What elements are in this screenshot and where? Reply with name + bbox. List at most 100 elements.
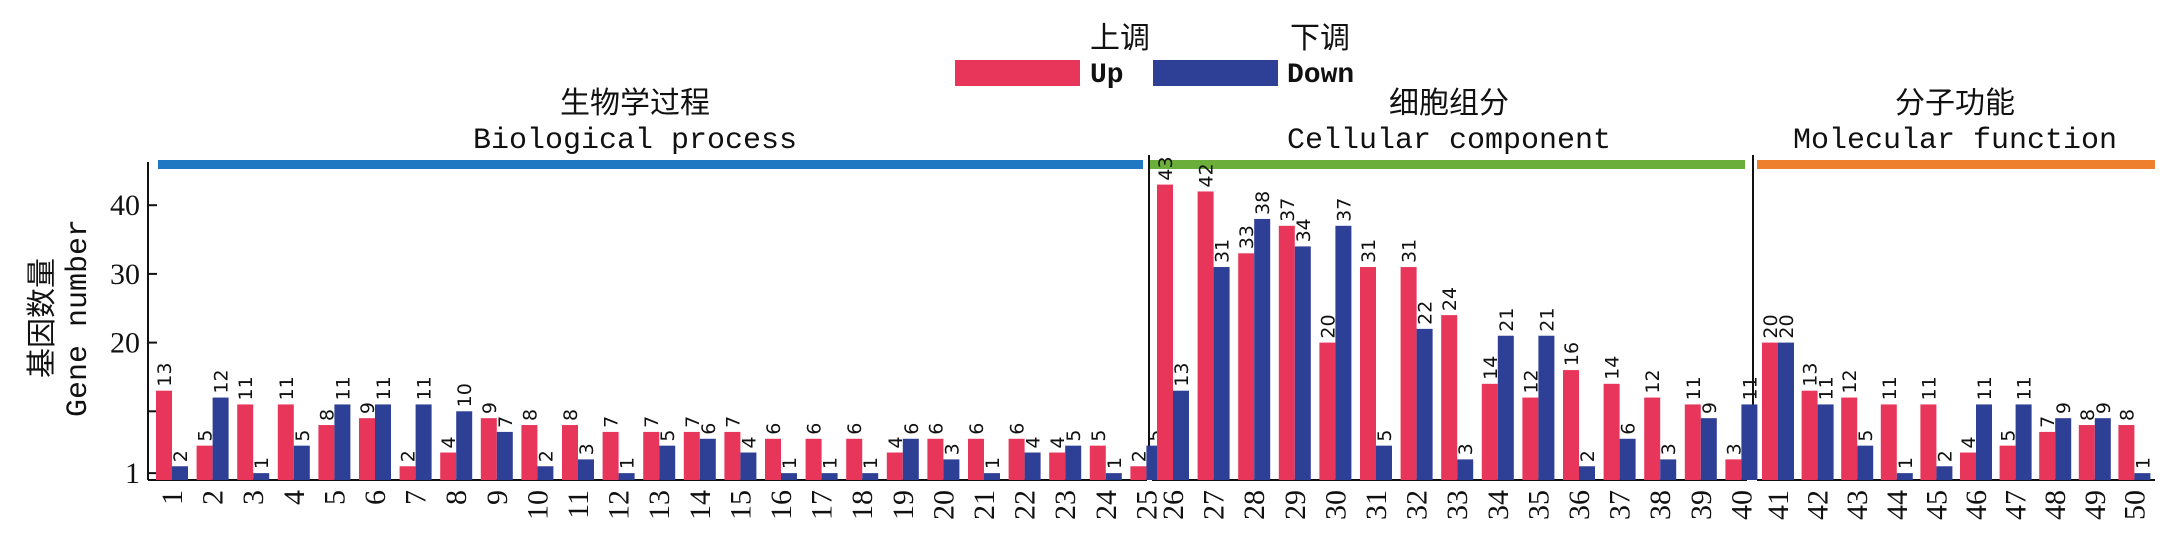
value-label-down-40: 11 xyxy=(1739,376,1761,400)
value-label-down-18: 1 xyxy=(860,457,882,469)
bar-down-47 xyxy=(2015,404,2032,480)
value-label-up-23: 4 xyxy=(1047,436,1069,448)
x-tick-label-13: 13 xyxy=(643,490,676,520)
value-label-up-20: 6 xyxy=(925,423,947,435)
bar-down-15 xyxy=(740,452,757,480)
bar-up-35 xyxy=(1522,397,1539,480)
bar-down-29 xyxy=(1294,246,1311,480)
bar-up-46 xyxy=(1960,452,1976,480)
bar-up-32 xyxy=(1400,267,1417,480)
value-label-up-32: 31 xyxy=(1399,239,1421,263)
value-label-up-38: 12 xyxy=(1642,369,1664,393)
value-label-down-49: 9 xyxy=(2093,402,2115,414)
value-label-down-19: 6 xyxy=(901,423,923,435)
value-label-down-47: 11 xyxy=(2014,376,2036,400)
group-title-en-2: Cellular component xyxy=(1287,124,1611,158)
bar-down-39 xyxy=(1700,418,1717,480)
x-tick-label-14: 14 xyxy=(684,490,717,520)
x-tick-label-35: 35 xyxy=(1522,490,1555,520)
value-label-up-41: 20 xyxy=(1760,314,1782,338)
value-label-down-44: 1 xyxy=(1895,457,1917,469)
bar-up-11 xyxy=(562,425,578,480)
bar-down-46 xyxy=(1976,404,1992,480)
bar-up-27 xyxy=(1197,191,1214,480)
bar-up-6 xyxy=(359,418,375,480)
bar-down-2 xyxy=(212,397,229,480)
value-label-up-1: 13 xyxy=(154,363,176,387)
bar-down-11 xyxy=(578,459,594,480)
x-tick-label-12: 12 xyxy=(603,490,636,520)
x-tick-label-22: 22 xyxy=(1009,490,1042,520)
value-label-up-30: 20 xyxy=(1317,314,1339,338)
bar-down-24 xyxy=(1105,473,1122,480)
value-label-down-1: 2 xyxy=(170,450,192,462)
value-label-down-39: 9 xyxy=(1699,402,1721,414)
bar-up-26 xyxy=(1157,184,1173,480)
x-tick-label-46: 46 xyxy=(1960,490,1993,520)
bar-up-15 xyxy=(724,431,741,480)
bar-up-44 xyxy=(1880,404,1897,480)
x-tick-label-49: 49 xyxy=(2079,490,2112,520)
y-axis-title: 基因数量 Gene number xyxy=(25,219,96,417)
value-label-up-22: 6 xyxy=(1007,423,1029,435)
x-tick-label-47: 47 xyxy=(2000,490,2033,520)
value-label-up-36: 16 xyxy=(1561,342,1583,366)
bar-down-30 xyxy=(1335,225,1352,480)
value-label-down-34: 21 xyxy=(1496,308,1518,332)
bar-up-48 xyxy=(2039,431,2056,480)
bar-down-22 xyxy=(1024,452,1041,480)
y-tick-label-5: 40 xyxy=(110,189,140,222)
value-label-down-4: 5 xyxy=(292,430,314,442)
x-tick-label-2: 2 xyxy=(197,490,230,505)
x-tick-label-40: 40 xyxy=(1725,490,1758,520)
value-label-down-29: 34 xyxy=(1293,218,1315,242)
group-band-3 xyxy=(1757,160,2155,169)
value-label-up-37: 14 xyxy=(1602,356,1624,380)
bar-up-14 xyxy=(683,431,700,480)
value-label-up-24: 5 xyxy=(1088,430,1110,442)
value-label-up-34: 14 xyxy=(1480,356,1502,380)
x-tick-label-39: 39 xyxy=(1685,490,1718,520)
bar-down-5 xyxy=(334,404,351,480)
value-label-up-5: 8 xyxy=(316,409,338,421)
x-tick-label-43: 43 xyxy=(1841,490,1874,520)
bar-up-2 xyxy=(196,445,213,480)
x-tick-label-31: 31 xyxy=(1360,490,1393,520)
bar-down-42 xyxy=(1817,404,1834,480)
bar-down-45 xyxy=(1936,466,1953,480)
value-label-up-15: 7 xyxy=(722,416,744,428)
x-tick-label-7: 7 xyxy=(400,490,433,505)
legend-up-swatch xyxy=(955,60,1080,86)
value-label-up-27: 42 xyxy=(1196,163,1218,187)
value-label-up-9: 9 xyxy=(479,402,501,414)
bar-down-12 xyxy=(618,473,635,480)
legend: 上调 Up 下调 Down xyxy=(955,21,1354,91)
x-tick-label-10: 10 xyxy=(521,490,554,520)
bar-down-8 xyxy=(456,411,473,480)
y-tick-label-1: 1 xyxy=(125,457,140,490)
value-label-down-43: 5 xyxy=(1855,430,1877,442)
bar-down-35 xyxy=(1538,335,1555,480)
bar-up-49 xyxy=(2078,425,2095,480)
value-label-down-38: 3 xyxy=(1658,443,1680,455)
bar-down-3 xyxy=(253,473,270,480)
bar-up-50 xyxy=(2118,425,2135,480)
value-label-down-11: 3 xyxy=(576,443,598,455)
bar-up-38 xyxy=(1644,397,1661,480)
x-tick-label-25: 25 xyxy=(1130,490,1163,520)
bar-down-13 xyxy=(659,445,676,480)
value-label-down-30: 37 xyxy=(1333,198,1355,222)
value-label-down-36: 2 xyxy=(1577,450,1599,462)
value-label-down-10: 2 xyxy=(535,450,557,462)
value-label-up-11: 8 xyxy=(560,409,582,421)
bar-down-31 xyxy=(1376,445,1392,480)
bar-up-40 xyxy=(1725,459,1742,480)
y-axis-title-en: Gene number xyxy=(62,219,96,417)
group-title-en-3: Molecular function xyxy=(1793,124,2117,158)
value-label-up-16: 6 xyxy=(763,423,785,435)
x-tick-label-5: 5 xyxy=(318,490,351,505)
bar-down-34 xyxy=(1497,335,1514,480)
value-label-up-8: 4 xyxy=(438,436,460,448)
x-tick-label-8: 8 xyxy=(440,490,473,505)
value-label-down-35: 21 xyxy=(1536,308,1558,332)
